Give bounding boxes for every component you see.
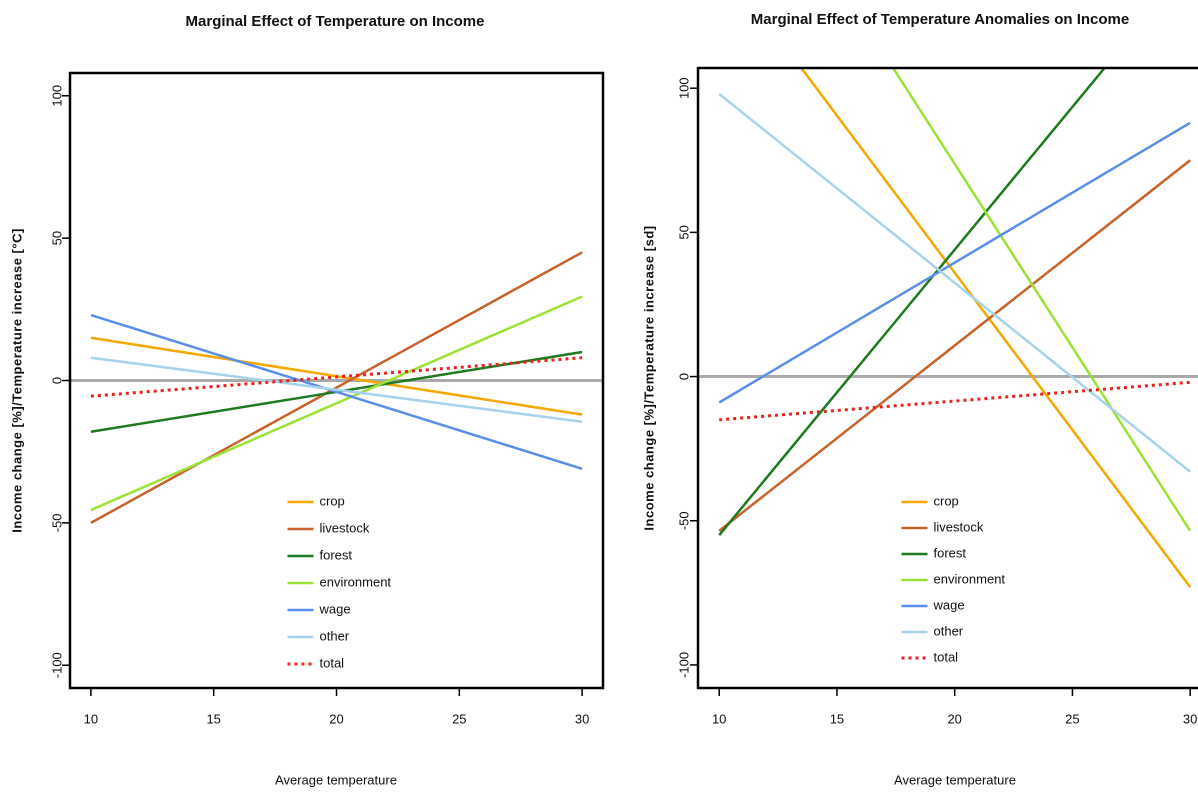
series-line — [718, 121, 1191, 404]
x-tick-label: 20 — [329, 711, 343, 726]
x-axis-label: Average temperature — [275, 772, 397, 787]
x-tick-label: 25 — [1065, 711, 1079, 726]
legend-label: other — [320, 628, 350, 643]
x-tick-label: 30 — [1183, 711, 1197, 726]
y-tick-label: 0 — [49, 377, 64, 384]
legend-label: total — [934, 649, 959, 664]
y-tick-label: 100 — [676, 77, 691, 99]
series-line — [799, 68, 1192, 588]
series-line — [718, 92, 1191, 473]
x-tick-label: 25 — [452, 711, 466, 726]
y-tick-label: -50 — [676, 511, 691, 530]
legend-label: livestock — [320, 520, 370, 535]
x-tick-label: 10 — [84, 711, 98, 726]
y-tick-label: 50 — [676, 225, 691, 239]
series-line — [718, 68, 1107, 536]
x-tick-label: 10 — [712, 711, 726, 726]
legend-label: environment — [320, 574, 392, 589]
x-tick-label: 15 — [830, 711, 844, 726]
legend-label: forest — [934, 545, 967, 560]
panel: Marginal Effect of Temperature on Income… — [9, 13, 605, 787]
plot-frame — [696, 66, 1198, 690]
series-line — [90, 251, 583, 524]
series-line — [719, 380, 1191, 422]
y-axis-label: Income change [%]/Temperature increase [… — [9, 228, 24, 533]
series-line — [90, 313, 583, 470]
x-tick-label: 30 — [575, 711, 589, 726]
legend-label: forest — [320, 547, 353, 562]
legend-label: crop — [934, 493, 959, 508]
y-tick-label: -100 — [676, 652, 691, 678]
legend-label: crop — [320, 493, 345, 508]
y-tick-label: 50 — [49, 231, 64, 245]
y-axis-label: Income change [%]/Temperature increase [… — [641, 225, 656, 530]
legend-label: total — [320, 655, 345, 670]
plot-frame — [68, 71, 605, 690]
panel: Marginal Effect of Temperature Anomalies… — [641, 11, 1198, 787]
legend-label: wage — [933, 597, 965, 612]
legend-label: livestock — [934, 519, 984, 534]
y-tick-label: -50 — [49, 513, 64, 532]
series-line — [90, 295, 583, 512]
legend-label: other — [934, 623, 964, 638]
chart-title: Marginal Effect of Temperature on Income — [186, 13, 485, 30]
x-tick-label: 15 — [206, 711, 220, 726]
legend-label: wage — [319, 601, 351, 616]
legend-label: environment — [934, 571, 1006, 586]
x-tick-label: 20 — [947, 711, 961, 726]
y-tick-label: 0 — [676, 373, 691, 380]
x-axis-label: Average temperature — [894, 772, 1016, 787]
series-line — [90, 356, 583, 398]
y-tick-label: -100 — [49, 652, 64, 678]
y-tick-label: 100 — [49, 85, 64, 107]
series-line — [718, 159, 1191, 532]
chart-title: Marginal Effect of Temperature Anomalies… — [751, 11, 1129, 28]
plot-area — [70, 251, 603, 524]
series-line — [90, 356, 583, 424]
plot-area — [698, 68, 1198, 588]
